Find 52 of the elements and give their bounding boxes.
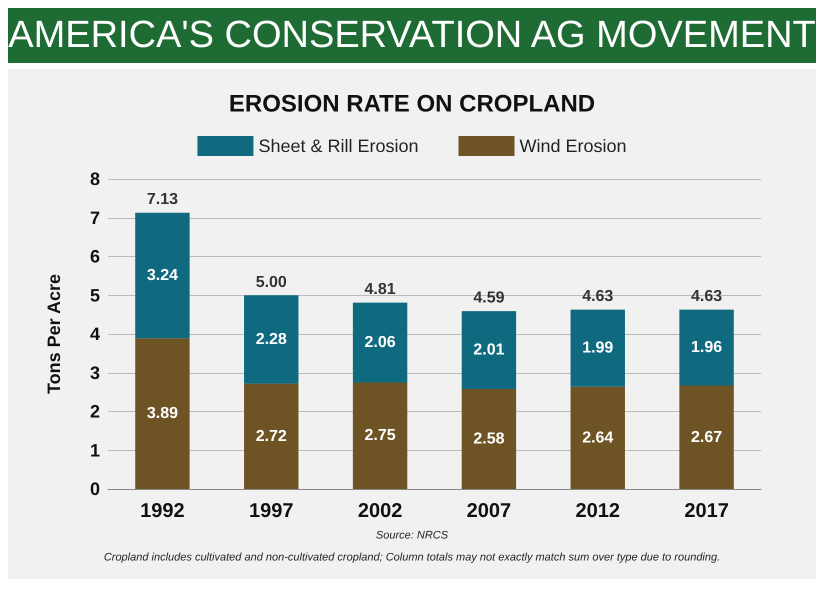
y-tick-label: 4 <box>90 324 100 344</box>
bar <box>462 389 516 489</box>
total-label: 4.63 <box>691 288 722 306</box>
bar <box>244 384 298 489</box>
data-label: 2.67 <box>691 428 722 446</box>
chart-title: AMERICA'S CONSERVATION AG MOVEMENT <box>8 8 816 63</box>
bar <box>135 212 190 338</box>
x-tick-label: 1992 <box>140 500 185 522</box>
data-label: 2.64 <box>582 429 614 446</box>
y-tick-label: 5 <box>90 285 100 306</box>
bar <box>244 295 298 384</box>
chart-subtitle: EROSION RATE ON CROPLAND <box>228 90 596 118</box>
data-label: 1.99 <box>582 340 614 357</box>
x-tick-label: 2012 <box>576 500 620 522</box>
total-label: 4.63 <box>582 288 614 306</box>
x-tick-label: 2017 <box>684 500 729 522</box>
y-tick-label: 6 <box>90 246 100 266</box>
bar <box>462 311 516 390</box>
data-label: 2.75 <box>364 427 396 444</box>
data-label: 2.28 <box>256 330 287 348</box>
data-label: 2.01 <box>473 342 505 359</box>
legend-label: Wind Erosion <box>520 136 627 156</box>
data-label: 2.58 <box>473 430 505 448</box>
y-axis-title: Tons Per Acre <box>44 274 64 394</box>
y-tick-label: 3 <box>90 362 100 383</box>
bar <box>679 386 734 489</box>
total-label: 4.81 <box>364 281 396 298</box>
x-tick-label: 2007 <box>466 500 512 522</box>
legend-label: Sheet & Rill Erosion <box>258 136 419 156</box>
y-tick-label: 1 <box>90 440 100 460</box>
data-label: 2.72 <box>256 428 287 445</box>
data-label: 3.89 <box>146 405 178 422</box>
total-label: 4.59 <box>473 290 505 307</box>
total-label: 5.00 <box>256 274 287 291</box>
y-tick-label: 2 <box>90 402 100 422</box>
bar <box>570 386 625 489</box>
bar <box>352 382 408 489</box>
bar <box>570 310 625 387</box>
y-tick-label: 8 <box>90 169 100 189</box>
x-tick-label: 2002 <box>358 500 402 522</box>
data-label: 1.96 <box>691 339 722 356</box>
bar <box>679 310 734 386</box>
bar <box>135 338 190 489</box>
y-tick-label: 0 <box>90 479 100 499</box>
x-tick-label: 1997 <box>249 500 294 522</box>
data-label: 3.24 <box>146 266 178 284</box>
total-label: 7.13 <box>146 191 178 208</box>
text: Cropland includes cultivated and non-cultivated cropland; Column totals may not exactly match sum over type due to rounding. <box>104 552 720 564</box>
y-tick-label: 7 <box>90 208 100 228</box>
source-note: Source: NRCS <box>376 530 449 542</box>
bar <box>352 302 408 382</box>
data-label: 2.06 <box>364 334 396 352</box>
